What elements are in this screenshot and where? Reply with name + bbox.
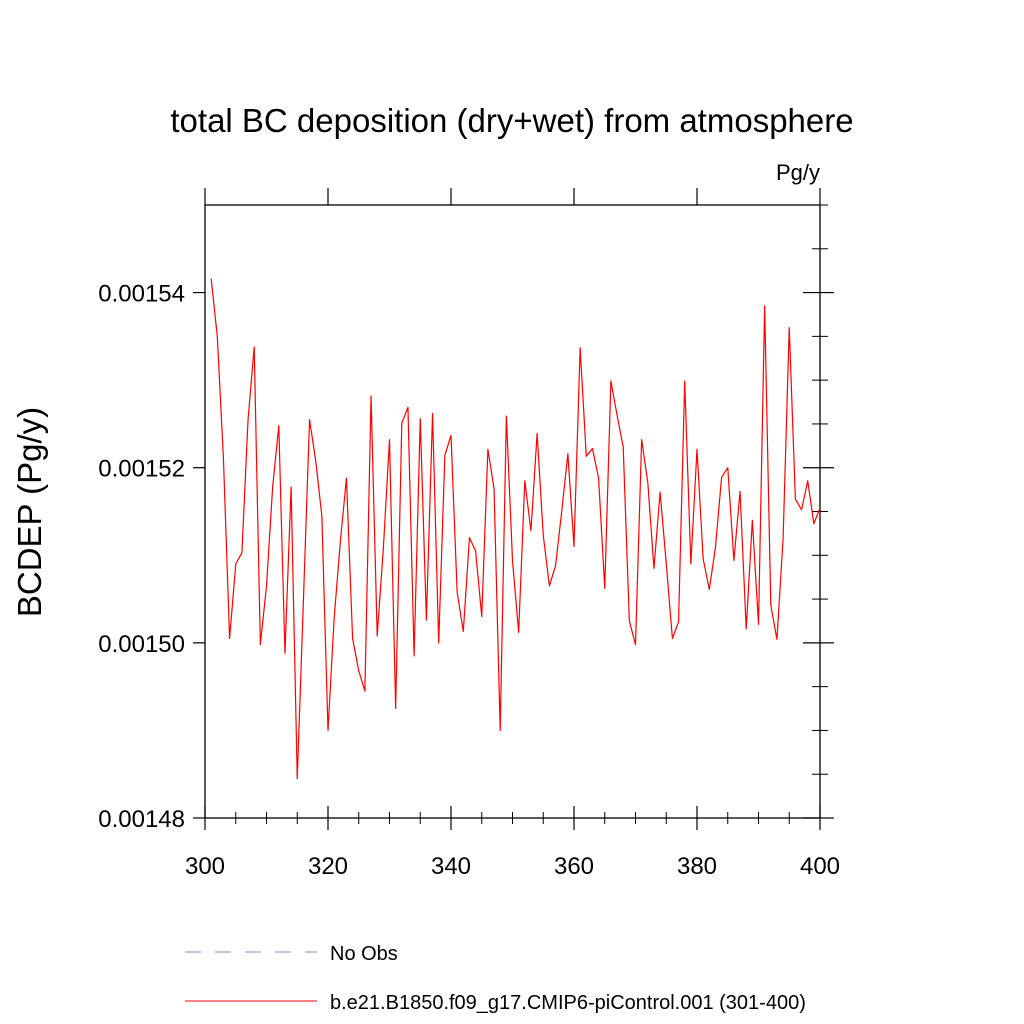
axis-ticks	[193, 188, 834, 830]
y-axis-label: BCDEP (Pg/y)	[11, 407, 48, 617]
tick-labels: 300 320 340 360 380 400 0.00148 0.00150 0.00152 0…	[98, 281, 840, 880]
series-lines	[210, 278, 821, 780]
x-tick-label: 380	[677, 853, 717, 880]
y-tick-label: 0.00152	[98, 456, 185, 483]
chart-title: total BC deposition (dry+wet) from atmos…	[170, 102, 853, 139]
x-tick-label: 300	[185, 853, 225, 880]
legend-label-no-obs: No Obs	[330, 943, 398, 965]
y-tick-label: 0.00150	[98, 631, 185, 658]
x-tick-label: 400	[800, 853, 840, 880]
plot-frame	[204, 204, 821, 819]
y-tick-label: 0.00154	[98, 281, 185, 308]
legend: No Obs b.e21.B1850.f09_g17.CMIP6-piContr…	[185, 943, 806, 1014]
x-tick-label: 360	[554, 853, 594, 880]
legend-label-control-run: b.e21.B1850.f09_g17.CMIP6-piControl.001 …	[330, 992, 806, 1014]
units-label: Pg/y	[776, 160, 820, 185]
x-tick-label: 340	[431, 853, 471, 880]
y-tick-label: 0.00148	[98, 806, 185, 833]
series-line-0	[210, 278, 821, 780]
x-tick-label: 320	[308, 853, 348, 880]
